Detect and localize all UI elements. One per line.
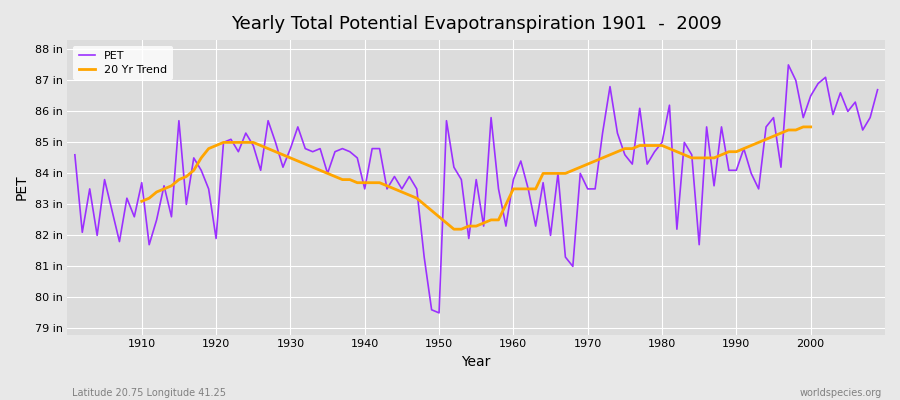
PET xyxy=(337,146,347,151)
Text: worldspecies.org: worldspecies.org xyxy=(800,388,882,398)
20 Yr Trend xyxy=(806,124,816,129)
PET xyxy=(872,87,883,92)
20 Yr Trend xyxy=(797,124,808,129)
Title: Yearly Total Potential Evapotranspiration 1901  -  2009: Yearly Total Potential Evapotranspiratio… xyxy=(230,15,722,33)
Legend: PET, 20 Yr Trend: PET, 20 Yr Trend xyxy=(73,46,173,80)
PET xyxy=(783,62,794,67)
20 Yr Trend xyxy=(136,199,147,204)
Y-axis label: PET: PET xyxy=(15,174,29,200)
20 Yr Trend xyxy=(218,140,229,145)
PET xyxy=(605,84,616,89)
PET xyxy=(129,214,140,219)
20 Yr Trend xyxy=(708,156,719,160)
Text: Latitude 20.75 Longitude 41.25: Latitude 20.75 Longitude 41.25 xyxy=(72,388,226,398)
PET xyxy=(69,152,80,157)
PET xyxy=(434,310,445,315)
20 Yr Trend xyxy=(448,227,459,232)
20 Yr Trend xyxy=(307,165,318,170)
PET xyxy=(508,177,518,182)
20 Yr Trend xyxy=(790,128,801,132)
Line: 20 Yr Trend: 20 Yr Trend xyxy=(141,127,811,229)
PET xyxy=(292,124,303,129)
20 Yr Trend xyxy=(530,186,541,191)
PET xyxy=(516,158,526,163)
X-axis label: Year: Year xyxy=(462,355,490,369)
20 Yr Trend xyxy=(292,158,303,163)
Line: PET: PET xyxy=(75,65,878,313)
